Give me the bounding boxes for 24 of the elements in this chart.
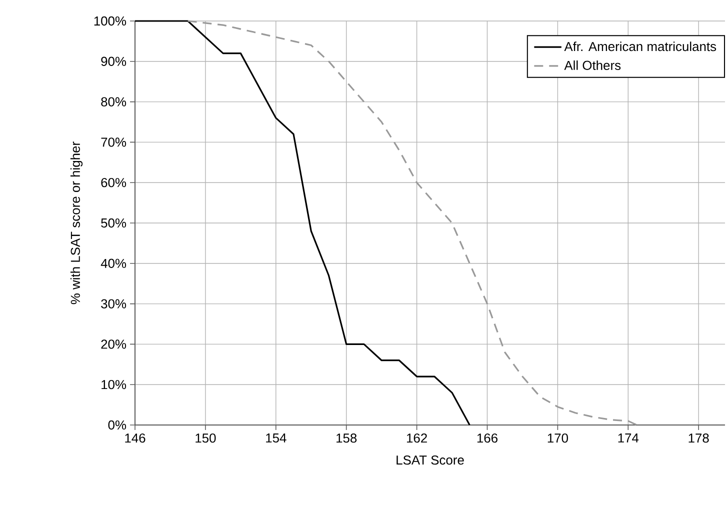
x-tick-label: 154 bbox=[266, 434, 286, 443]
y-tick-label: 100% bbox=[94, 16, 126, 26]
y-tick-label: 70% bbox=[101, 138, 126, 147]
y-tick-label: 90% bbox=[101, 56, 126, 66]
y-tick-label: 40% bbox=[100, 258, 126, 268]
x-tick-label: 166 bbox=[477, 434, 498, 443]
y-tick-label: 10% bbox=[102, 380, 126, 390]
x-tick-label: 174 bbox=[618, 434, 639, 442]
x-tick-label: 150 bbox=[196, 434, 216, 443]
y-tick-label: 20% bbox=[101, 340, 126, 349]
x-tick-label: 162 bbox=[406, 434, 427, 443]
x-tick-label: 146 bbox=[125, 434, 146, 443]
x-axis-title: LSAT Score bbox=[396, 455, 464, 465]
y-tick-label: 80% bbox=[101, 97, 126, 106]
x-tick-label: 158 bbox=[336, 434, 357, 443]
y-tick-label: 0% bbox=[108, 420, 126, 430]
y-tick-label: 60% bbox=[101, 178, 126, 188]
y-axis-title: % with LSAT score or higher bbox=[70, 142, 83, 304]
y-tick-label: 50% bbox=[101, 218, 126, 228]
x-tick-label: 170 bbox=[548, 434, 568, 443]
y-tick-label: 30% bbox=[101, 299, 126, 308]
legend-label: Afr. American matriculants bbox=[564, 42, 716, 52]
x-tick-label: 178 bbox=[688, 434, 709, 443]
legend-label: All Others bbox=[564, 60, 621, 70]
